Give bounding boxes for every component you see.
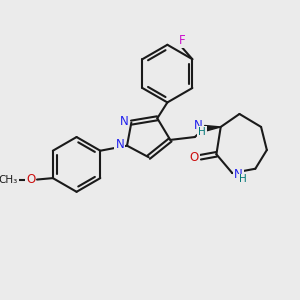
Text: O: O <box>26 173 35 186</box>
Text: O: O <box>190 151 199 164</box>
Text: H: H <box>198 127 206 137</box>
Text: H: H <box>239 174 247 184</box>
Polygon shape <box>205 125 221 131</box>
Text: F: F <box>179 34 186 47</box>
Text: N: N <box>234 168 243 181</box>
Text: N: N <box>116 138 124 151</box>
Text: N: N <box>120 115 128 128</box>
Text: CH₃: CH₃ <box>0 175 18 184</box>
Text: N: N <box>194 119 203 132</box>
